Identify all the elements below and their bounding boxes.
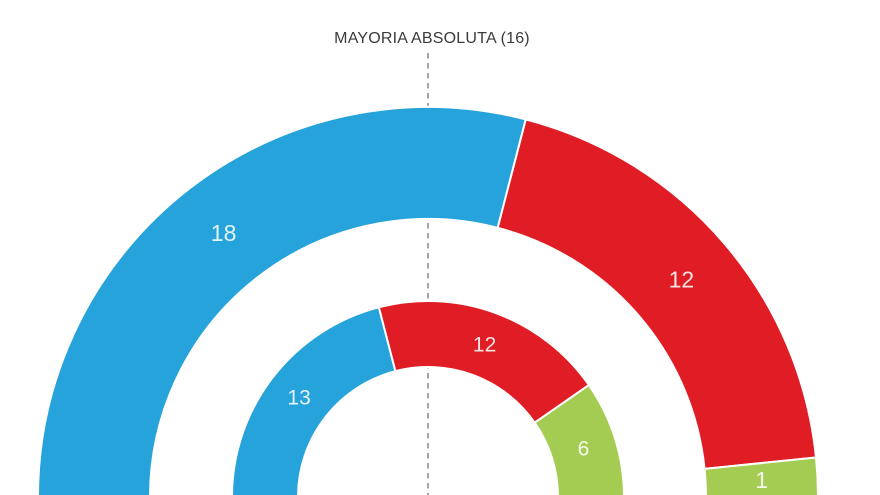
seat-count-label: 1 (755, 467, 768, 493)
seat-count-label: 18 (211, 220, 237, 246)
segment-inner-1 (377, 300, 590, 424)
seat-count-label: 12 (669, 266, 695, 292)
chart-title: MAYORIA ABSOLUTA (16) (334, 30, 530, 47)
segment-outer-2 (703, 456, 819, 495)
segment-inner-0 (231, 306, 397, 495)
segment-outer-0 (37, 106, 527, 495)
seat-count-label: 6 (578, 438, 590, 461)
seat-count-label: 12 (473, 333, 496, 356)
seat-count-label: 13 (287, 387, 310, 410)
segment-inner-2 (533, 384, 625, 495)
